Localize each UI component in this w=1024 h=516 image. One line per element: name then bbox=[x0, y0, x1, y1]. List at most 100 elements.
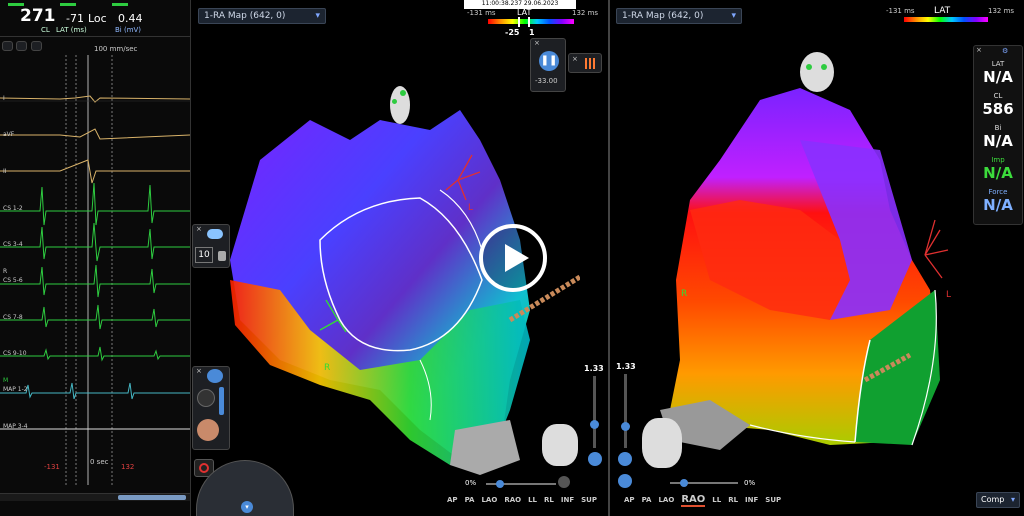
readout-lat-value: N/A bbox=[983, 68, 1013, 86]
comp-label: Comp bbox=[981, 495, 1005, 504]
view-rao[interactable]: RAO bbox=[504, 496, 522, 504]
readout-cl-label: CL bbox=[993, 92, 1003, 100]
map-title-dropdown[interactable]: 1-RA Map (642, 0) ▾ bbox=[616, 8, 742, 24]
view-pa[interactable]: PA bbox=[464, 496, 475, 504]
view-rl[interactable]: RL bbox=[544, 496, 554, 504]
pane-divider[interactable] bbox=[608, 0, 610, 516]
zoom-slider[interactable] bbox=[621, 374, 630, 448]
channel-label: aVF bbox=[3, 131, 15, 138]
zoom-thumb[interactable] bbox=[590, 420, 599, 429]
gear-icon[interactable] bbox=[207, 369, 223, 383]
close-icon[interactable]: × bbox=[572, 55, 578, 63]
view-inf[interactable]: INF bbox=[560, 496, 575, 504]
percent-slider[interactable] bbox=[670, 479, 738, 487]
grid-icon bbox=[585, 58, 597, 69]
scrollbar-thumb[interactable] bbox=[118, 495, 186, 500]
percent-thumb[interactable] bbox=[496, 480, 504, 488]
close-icon[interactable]: × bbox=[534, 39, 540, 47]
channel-label: MAP 1-2 bbox=[3, 386, 28, 393]
close-icon[interactable]: × bbox=[976, 46, 982, 54]
opacity-slider[interactable] bbox=[219, 387, 224, 415]
channel-label: CS 7-8 bbox=[3, 314, 23, 321]
ablation-icon[interactable] bbox=[194, 459, 214, 477]
signal-bar bbox=[60, 3, 76, 6]
readout-cl-value: 586 bbox=[982, 100, 1014, 118]
readout-bi-label: Bi bbox=[994, 124, 1002, 132]
ten-box[interactable]: 10 bbox=[195, 247, 213, 263]
lat-range-max: 132 ms bbox=[572, 9, 599, 17]
filter-button[interactable] bbox=[31, 41, 42, 51]
view-sup[interactable]: SUP bbox=[581, 496, 597, 504]
view-lao[interactable]: LAO bbox=[481, 496, 498, 504]
cl-label: CL bbox=[41, 26, 50, 34]
lat-range-max: 132 ms bbox=[988, 7, 1015, 15]
cl-value: 271 bbox=[20, 6, 56, 26]
brush-icon[interactable] bbox=[197, 419, 219, 441]
comp-dropdown[interactable]: Comp ▾ bbox=[976, 492, 1020, 508]
settings-icon[interactable]: ⚙ bbox=[1002, 47, 1009, 55]
window-marker[interactable] bbox=[528, 17, 530, 27]
close-icon[interactable]: × bbox=[196, 225, 202, 233]
readout-imp-label: Imp bbox=[991, 156, 1005, 164]
window-marker[interactable] bbox=[518, 17, 520, 27]
catheter-icon[interactable] bbox=[207, 229, 223, 239]
map-title-dropdown[interactable]: 1-RA Map (642, 0) ▾ bbox=[198, 8, 326, 24]
view-rl[interactable]: RL bbox=[728, 496, 739, 504]
view-ap[interactable]: AP bbox=[624, 496, 635, 504]
lat-color-scale bbox=[904, 17, 988, 22]
lock-icon[interactable] bbox=[218, 251, 226, 261]
right-label-l: L bbox=[946, 290, 952, 300]
chevron-down-icon: ▾ bbox=[731, 11, 736, 21]
zoom-value: 1.33 bbox=[616, 362, 636, 371]
orientation-face-icon[interactable] bbox=[800, 52, 834, 92]
view-ap[interactable]: AP bbox=[447, 496, 458, 504]
play-button[interactable] bbox=[479, 224, 547, 292]
lat-label: LAT bbox=[934, 6, 951, 16]
orientation-head-icon[interactable] bbox=[390, 86, 410, 124]
chevron-down-icon[interactable]: ▾ bbox=[241, 501, 253, 513]
readout-force-label: Force bbox=[988, 188, 1008, 196]
lat-range-min: -131 ms bbox=[467, 9, 496, 17]
view-pa[interactable]: PA bbox=[641, 496, 652, 504]
egm-scrollbar[interactable] bbox=[0, 493, 190, 501]
view-sup[interactable]: SUP bbox=[765, 496, 782, 504]
view-ll[interactable]: LL bbox=[712, 496, 722, 504]
pause-value: -33.00 bbox=[535, 77, 558, 85]
chevron-down-icon: ▾ bbox=[1010, 495, 1015, 504]
percent-value: 0% bbox=[744, 479, 756, 487]
window-right-value: 1 bbox=[529, 28, 535, 37]
scale-button[interactable] bbox=[2, 41, 13, 51]
zoom-reset-button[interactable] bbox=[588, 452, 602, 466]
zoom-reset-button[interactable] bbox=[618, 452, 632, 466]
zoom-thumb[interactable] bbox=[621, 422, 630, 431]
grid-widget[interactable]: × bbox=[568, 53, 602, 73]
view-lao[interactable]: LAO bbox=[658, 496, 675, 504]
heart-model-icon[interactable] bbox=[542, 424, 578, 466]
view-rao-active[interactable]: RAO bbox=[681, 494, 706, 507]
sweep-button[interactable] bbox=[16, 41, 27, 51]
readout-lat-label: LAT bbox=[991, 60, 1005, 68]
pause-button[interactable]: ❚❚ bbox=[539, 51, 559, 71]
right-map-pane[interactable]: 1-RA Map (642, 0) ▾ -131 ms LAT 132 ms bbox=[610, 0, 1024, 516]
left-map-pane[interactable]: 1-RA Map (642, 0) ▾ 11:00:38.237 29.06.2… bbox=[192, 0, 608, 516]
lat-value: -71 bbox=[66, 12, 84, 25]
channel-label: CS 1-2 bbox=[3, 205, 23, 212]
view-buttons: AP PA LAO RAO LL RL INF SUP bbox=[624, 494, 794, 507]
bi-label: Bi (mV) bbox=[115, 26, 142, 34]
zoom-slider[interactable] bbox=[590, 376, 599, 448]
display-tools: × bbox=[192, 366, 230, 450]
percent-slider[interactable] bbox=[486, 480, 556, 488]
heart-model-icon[interactable] bbox=[642, 418, 682, 468]
signal-bar bbox=[112, 3, 128, 6]
lat-map-3d[interactable] bbox=[220, 80, 580, 480]
view-inf[interactable]: INF bbox=[745, 496, 759, 504]
left-label-r: R bbox=[324, 363, 331, 373]
percent-thumb[interactable] bbox=[680, 479, 688, 487]
close-icon[interactable]: × bbox=[196, 367, 202, 375]
settings-icon[interactable] bbox=[558, 476, 570, 488]
view-ll[interactable]: LL bbox=[528, 496, 537, 504]
sphere-button[interactable] bbox=[197, 389, 215, 407]
lat-map-3d[interactable] bbox=[650, 80, 950, 460]
home-view-button[interactable] bbox=[618, 474, 632, 488]
sweep-speed: 100 mm/sec bbox=[94, 45, 138, 53]
